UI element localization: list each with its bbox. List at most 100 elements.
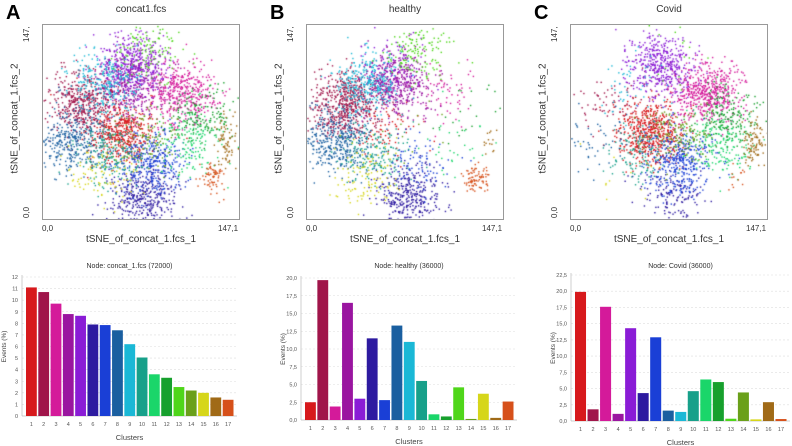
x-tick-label: 7 [383,426,386,432]
y-tick-label: 5,0 [559,387,567,393]
x-tick-label: 14 [468,426,474,432]
bar-cluster-9 [403,341,415,420]
x-tick-label: 3 [604,427,607,433]
x-tick-label: 14 [740,427,746,433]
y-tick-label: 10,0 [286,347,297,353]
y-tick-label: 12,5 [556,338,567,344]
x-tick-label: 2 [321,426,324,432]
x-tick-label: 15 [753,427,759,433]
x-tick-label: 5 [79,422,82,428]
x-tick-label: 11 [151,422,157,428]
y-max-label: 147, [550,26,559,42]
y-tick-label: 5 [15,356,18,362]
bar-cluster-10 [687,391,699,421]
bar-cluster-13 [173,387,185,416]
bar-cluster-2 [38,292,50,416]
y-tick-label: 2,5 [289,400,297,406]
x-tick-label: 4 [617,427,620,433]
bar-cluster-3 [600,306,612,421]
plot-frame [42,24,240,220]
bar-cluster-4 [342,302,353,420]
y-tick-label: 7,5 [559,370,567,376]
y-max-label: 147, [286,26,295,42]
y-tick-label: 11 [12,287,18,293]
y-tick-label: 20,0 [556,289,567,295]
y-tick-label: 22,5 [556,273,567,279]
x-tick-label: 1 [579,427,582,433]
x-tick-label: 11 [703,427,709,433]
bar-cluster-8 [662,410,674,421]
x-axis-label: tSNE_of_concat_1.fcs_1 [349,234,461,245]
bar-cluster-13 [725,418,737,421]
x-tick-label: 13 [176,422,182,428]
bar-cluster-12 [440,416,452,420]
y-tick-label: 6 [15,345,18,351]
x-tick-label: 15 [480,426,486,432]
scatter-points [307,25,503,219]
x-tick-label: 8 [116,422,119,428]
y-tick-label: 15,0 [286,312,297,318]
y-axis-label: tSNE_of_concat_1.fcs_2 [273,63,285,174]
x-max-label: 147,1 [482,224,503,233]
y-tick-label: 9 [15,310,18,316]
bar-cluster-5 [75,315,86,416]
x-tick-label: 2 [592,427,595,433]
x-tick-label: 8 [667,427,670,433]
y-tick-label: 7 [15,333,18,339]
y-axis-title: Events (%) [1,331,8,363]
y-tick-label: 17,5 [286,294,297,300]
x-tick-label: 9 [128,422,131,428]
x-tick-label: 9 [679,427,682,433]
y-max-label: 147, [22,26,31,42]
x-tick-label: 11 [431,426,437,432]
bar-cluster-13 [453,387,465,420]
bar-cluster-5 [354,398,366,420]
x-axis-title: Clusters [395,437,423,446]
scatter-title: concat1.fcs [115,4,167,15]
x-tick-label: 4 [346,426,349,432]
x-tick-label: 12 [715,427,721,433]
x-tick-label: 6 [91,422,94,428]
x-tick-label: 1 [309,426,312,432]
bar-cluster-7 [99,325,111,416]
bar-cluster-3 [50,303,62,416]
y-tick-label: 7,5 [289,365,297,371]
x-tick-label: 1 [30,422,33,428]
y-tick-label: 4 [15,368,18,374]
bar-cluster-1 [305,402,316,420]
bar-cluster-9 [124,344,136,416]
bar-cluster-6 [87,324,99,416]
y-tick-label: 17,5 [556,305,567,311]
y-tick-label: 0,0 [559,419,567,425]
bar-cluster-11 [148,374,160,416]
tsne-plot-b: B healthy tSNE_of_concat_1.fcs_2 147, 0,… [264,0,528,250]
y-tick-label: 15,0 [556,322,567,328]
scatter-title: Covid [656,4,682,15]
bar-cluster-14 [185,390,197,416]
x-tick-label: 7 [104,422,107,428]
x-tick-label: 16 [493,426,499,432]
x-tick-label: 10 [419,426,425,432]
panel-a: A concat1.fcs tSNE_of_concat_1.fcs_2 147… [0,0,264,446]
bar-cluster-17 [222,399,234,416]
chart-title: Node: healthy (36000) [374,263,443,270]
x-tick-label: 15 [200,422,206,428]
y-axis-title: Events (%) [550,332,557,364]
bar-cluster-7 [379,400,390,420]
tsne-plot-c: C Covid tSNE_of_concat_1.fcs_2 147, 0,0 … [528,0,792,250]
bar-chart-b: Node: healthy (36000) 0,0 2,5 5,0 7,5 10,0 12,… [280,263,517,446]
plot-frame [306,24,504,220]
bar-cluster-15 [750,419,762,421]
bar-cluster-17 [775,419,787,421]
y-tick-label: 12 [12,275,18,281]
x-min-label: 0,0 [306,224,318,233]
x-tick-label: 2 [42,422,45,428]
bar-cluster-16 [762,402,774,421]
bar-cluster-14 [737,392,749,421]
x-tick-label: 6 [642,427,645,433]
x-tick-label: 12 [443,426,449,432]
bar-cluster-8 [391,325,403,420]
bar-cluster-1 [575,291,587,421]
x-max-label: 147,1 [218,224,239,233]
